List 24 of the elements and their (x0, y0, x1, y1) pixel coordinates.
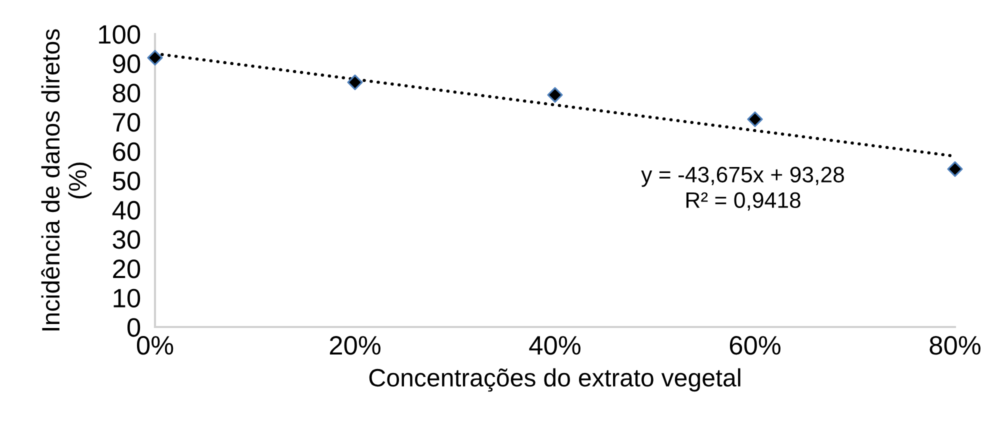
y-tick-label: 10 (114, 288, 140, 308)
y-tick-label: 80 (112, 84, 140, 102)
x-tick-label: 20% (330, 336, 380, 355)
point (547, 87, 563, 103)
point (347, 74, 363, 90)
y-tick-label: 90 (113, 54, 140, 74)
annotation: y = -43,675x + 93,28 R² = 0,9418 (641, 166, 844, 211)
y-tick-label: 70 (113, 113, 140, 132)
x-axis-title: Concentrações do extrato vegetal (369, 368, 740, 392)
y-tick-label: 100 (99, 25, 140, 44)
x-tick-label: 80% (930, 336, 980, 355)
y-tick-label: 30 (112, 230, 140, 249)
y-tick-label: 0 (127, 318, 140, 337)
y-tick-label: 20 (113, 260, 140, 278)
x-tick-label: 60% (730, 336, 780, 355)
y-tick-label: 40 (112, 200, 140, 220)
y-tick-label: 60 (113, 142, 140, 162)
x-tick-label: 40% (529, 336, 580, 355)
point (747, 111, 763, 128)
y-axis-title: Incidência de danos diretos (%) (41, 29, 92, 330)
point (147, 50, 163, 66)
x-tick-label: 0% (136, 336, 174, 355)
y-tick-label: 50 (112, 172, 140, 190)
point (947, 161, 963, 177)
